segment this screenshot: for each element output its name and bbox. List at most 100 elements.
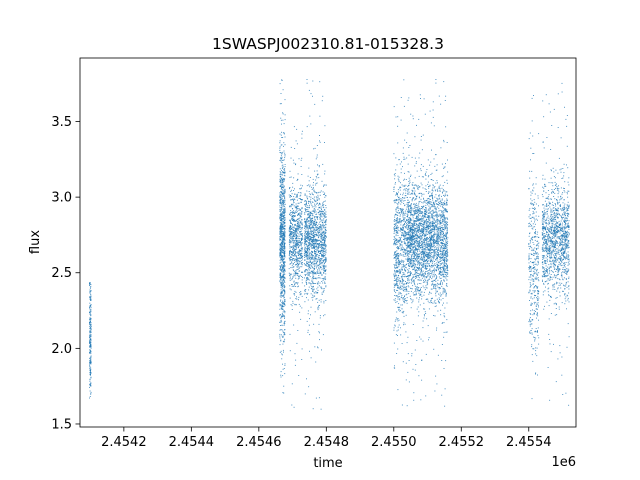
data-point [425, 207, 427, 209]
data-point [413, 276, 415, 278]
data-point [404, 249, 405, 251]
data-point [400, 200, 402, 202]
data-point [323, 215, 325, 217]
data-point [288, 228, 290, 230]
data-point [310, 357, 312, 359]
data-point [289, 232, 291, 234]
data-point [280, 210, 282, 212]
data-point [431, 172, 433, 174]
data-point [311, 236, 313, 238]
data-point [293, 210, 294, 212]
data-point [405, 179, 407, 180]
data-point [306, 227, 308, 229]
data-point [289, 258, 291, 259]
data-point [315, 241, 317, 243]
data-point [313, 224, 315, 226]
data-point [279, 176, 281, 178]
data-point [307, 232, 309, 234]
data-point [414, 288, 416, 290]
data-point [408, 251, 410, 253]
data-point [280, 243, 282, 245]
data-point [293, 226, 295, 228]
data-point [309, 243, 311, 245]
data-point [411, 233, 413, 235]
data-point [414, 291, 416, 292]
data-point [313, 242, 315, 244]
data-point [293, 216, 295, 218]
data-point [395, 233, 397, 235]
data-point [283, 145, 284, 147]
data-point [324, 193, 325, 195]
data-point [322, 288, 324, 290]
data-point [310, 258, 312, 260]
data-point [297, 330, 299, 331]
data-point [306, 256, 308, 258]
data-point [295, 246, 297, 248]
data-point [401, 244, 403, 246]
data-point [311, 240, 313, 242]
data-point [89, 318, 91, 320]
data-point [406, 240, 408, 241]
data-point [306, 79, 308, 80]
data-point [313, 239, 315, 240]
data-point [297, 235, 299, 237]
data-point [283, 208, 285, 210]
data-point [280, 266, 282, 268]
data-point [395, 319, 397, 321]
data-point [322, 262, 324, 264]
data-point [282, 89, 284, 91]
data-point [400, 269, 402, 271]
data-point [89, 357, 90, 359]
data-point [89, 340, 90, 342]
data-point [298, 267, 300, 269]
data-point [423, 217, 425, 219]
data-point [280, 231, 282, 233]
data-point [403, 248, 405, 250]
data-point [297, 282, 299, 284]
data-point [397, 189, 399, 191]
data-point [406, 249, 408, 251]
data-point [90, 327, 91, 328]
data-point [308, 246, 310, 248]
data-point [407, 253, 409, 255]
data-point [325, 257, 327, 259]
data-point [292, 258, 294, 260]
data-point [396, 164, 398, 166]
data-point [291, 240, 293, 242]
data-point [301, 213, 303, 215]
data-point [293, 324, 295, 326]
data-point [402, 280, 404, 281]
data-point [289, 250, 291, 252]
data-point [304, 213, 306, 215]
data-point [293, 198, 295, 200]
data-point [402, 275, 404, 277]
data-point [421, 254, 422, 256]
data-point [311, 239, 313, 241]
data-point [397, 329, 399, 331]
data-point [397, 287, 399, 289]
data-point [296, 241, 297, 242]
data-point [323, 265, 325, 266]
data-point [405, 253, 407, 254]
data-point [279, 210, 281, 212]
data-point [395, 271, 397, 273]
data-point [301, 282, 303, 284]
data-point [281, 243, 283, 245]
data-point [282, 251, 284, 253]
data-point [430, 239, 431, 241]
data-point [301, 130, 303, 132]
data-point [316, 271, 318, 273]
data-point [279, 244, 281, 245]
data-point [317, 249, 319, 251]
data-point [305, 234, 307, 236]
data-point [313, 272, 315, 274]
data-point [281, 190, 283, 192]
data-point [398, 201, 400, 203]
data-point [298, 198, 300, 199]
data-point [307, 207, 309, 208]
data-point [306, 277, 308, 279]
data-point [423, 314, 425, 316]
data-point [400, 254, 402, 256]
data-point [405, 294, 407, 296]
data-point [89, 362, 91, 364]
